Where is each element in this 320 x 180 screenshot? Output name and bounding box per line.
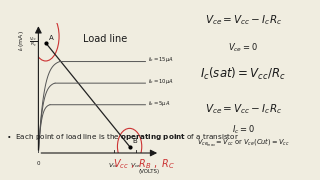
Text: 0: 0	[37, 161, 40, 166]
Text: Load line: Load line	[83, 34, 127, 44]
Text: A: A	[49, 35, 54, 41]
Text: $I_c$(mA): $I_c$(mA)	[17, 30, 26, 51]
Text: $I_b = 10\mu A$: $I_b = 10\mu A$	[148, 77, 173, 86]
Text: $V_{ce} = V_{cc}-I_cR_c$: $V_{ce} = V_{cc}-I_cR_c$	[204, 103, 282, 116]
Text: $V_{ce} = 0$: $V_{ce} = 0$	[228, 41, 258, 54]
Text: $\frac{V_{cc}}{R_c}$: $\frac{V_{cc}}{R_c}$	[29, 36, 37, 50]
Text: (VOLTS): (VOLTS)	[139, 168, 160, 174]
Text: $V_{ce}$: $V_{ce}$	[130, 161, 141, 170]
Text: $V_{ce_{max}}=V_{cc}$ or $V_{ce}(Cut) = V_{cc}$: $V_{ce_{max}}=V_{cc}$ or $V_{ce}(Cut) = …	[197, 137, 290, 149]
Text: $V_{cc}\ ,\ R_B\ ,\ R_C$: $V_{cc}\ ,\ R_B\ ,\ R_C$	[113, 157, 175, 170]
Text: $I_c = 0$: $I_c = 0$	[232, 123, 255, 136]
Text: $V_{cc}$: $V_{cc}$	[108, 161, 119, 170]
Text: $I_b = 5\mu A$: $I_b = 5\mu A$	[148, 99, 170, 108]
Text: $V_{ce} = V_{cc}-I_cR_c$: $V_{ce} = V_{cc}-I_cR_c$	[204, 13, 282, 27]
Text: $I_c(sat) = V_{cc}/R_c$: $I_c(sat) = V_{cc}/R_c$	[200, 66, 286, 82]
Text: $\bullet$  Each point of load line is the $\bf{operating\ point}$ of a transisto: $\bullet$ Each point of load line is the…	[6, 132, 239, 142]
Text: B: B	[132, 138, 137, 144]
Text: $I_b = 15\mu A$: $I_b = 15\mu A$	[148, 55, 173, 64]
